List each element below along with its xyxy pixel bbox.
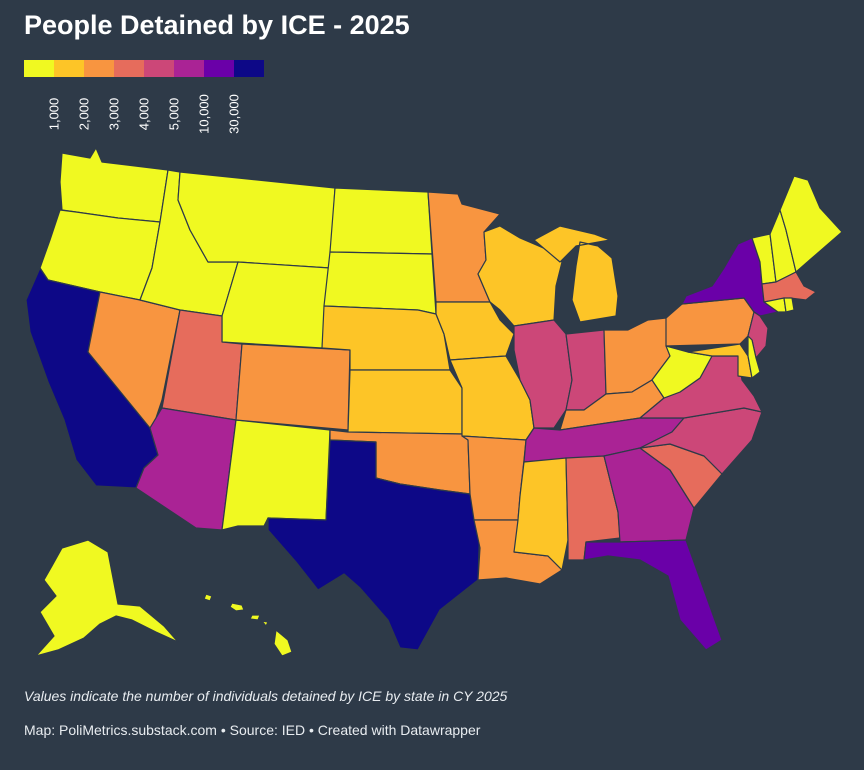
state-illinois[interactable] bbox=[513, 319, 573, 429]
legend-tick-2: 2,000 bbox=[74, 83, 94, 145]
state-colorado[interactable] bbox=[235, 343, 351, 431]
legend-tick-3: 3,000 bbox=[104, 83, 124, 145]
legend-tick-6: 10,000 bbox=[194, 83, 214, 145]
state-hawaii[interactable] bbox=[203, 593, 293, 657]
state-new-mexico[interactable] bbox=[221, 419, 331, 531]
state-maryland[interactable] bbox=[687, 343, 753, 379]
legend: 1,000 2,000 3,000 4,000 5,000 10,000 30,… bbox=[24, 60, 264, 157]
legend-label-4000: 4,000 bbox=[136, 97, 152, 131]
legend-label-2000: 2,000 bbox=[76, 97, 92, 131]
legend-tick-4: 4,000 bbox=[134, 83, 154, 145]
legend-tick-5: 5,000 bbox=[164, 83, 184, 145]
legend-swatch-5 bbox=[144, 60, 174, 77]
state-mississippi[interactable] bbox=[513, 457, 569, 571]
state-south-dakota[interactable] bbox=[323, 251, 437, 315]
state-north-carolina[interactable] bbox=[639, 407, 763, 475]
state-wyoming[interactable] bbox=[221, 261, 331, 349]
legend-swatch-7 bbox=[204, 60, 234, 77]
state-michigan[interactable] bbox=[533, 225, 619, 323]
state-florida[interactable] bbox=[583, 539, 723, 651]
legend-tick-1: 1,000 bbox=[44, 83, 64, 145]
legend-label-3000: 3,000 bbox=[106, 97, 122, 131]
map-caption: Values indicate the number of individual… bbox=[24, 688, 508, 704]
source-credit: Map: PoliMetrics.substack.com • Source: … bbox=[24, 722, 481, 738]
legend-swatch-6 bbox=[174, 60, 204, 77]
state-maine[interactable] bbox=[779, 175, 843, 273]
legend-swatch-2 bbox=[54, 60, 84, 77]
legend-swatch-1 bbox=[24, 60, 54, 77]
legend-swatches bbox=[24, 60, 264, 77]
map-title: People Detained by ICE - 2025 bbox=[24, 10, 410, 40]
legend-label-1000: 1,000 bbox=[46, 97, 62, 131]
state-arkansas[interactable] bbox=[461, 435, 527, 521]
state-delaware[interactable] bbox=[747, 335, 761, 379]
state-kansas[interactable] bbox=[347, 369, 463, 435]
state-rhode-island[interactable] bbox=[783, 297, 795, 313]
legend-swatch-3 bbox=[84, 60, 114, 77]
us-choropleth-map bbox=[25, 147, 843, 657]
legend-label-5000: 5,000 bbox=[166, 97, 182, 131]
state-alaska[interactable] bbox=[35, 539, 179, 657]
state-texas[interactable] bbox=[267, 439, 481, 651]
state-north-dakota[interactable] bbox=[329, 187, 433, 255]
legend-swatch-4 bbox=[114, 60, 144, 77]
state-washington[interactable] bbox=[59, 147, 169, 223]
state-arizona[interactable] bbox=[135, 407, 237, 531]
legend-tick-7: 30,000 bbox=[224, 83, 244, 145]
legend-label-30000: 30,000 bbox=[226, 94, 242, 134]
state-pennsylvania[interactable] bbox=[665, 297, 755, 347]
legend-swatch-8 bbox=[234, 60, 264, 77]
legend-label-10000: 10,000 bbox=[196, 94, 212, 134]
